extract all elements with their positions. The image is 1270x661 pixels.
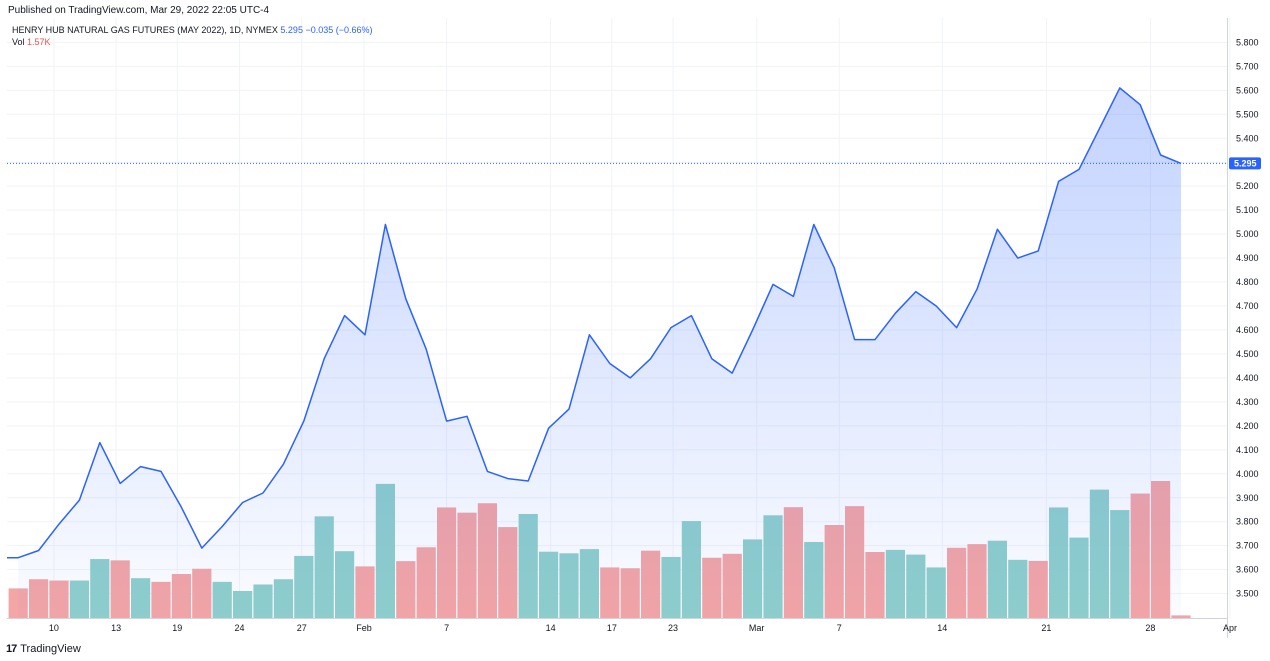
price-tick-label: 4.700 [1236, 301, 1259, 311]
price-tick-label: 4.800 [1236, 277, 1259, 287]
price-line[interactable] [7, 87, 1182, 559]
time-tick-label: 28 [1145, 623, 1155, 633]
last-price: 5.295 [280, 25, 303, 35]
price-tick-label: 5.000 [1236, 229, 1259, 239]
footer-branding[interactable]: 17 TradingView [6, 643, 81, 655]
price-tick-label: 5.400 [1236, 133, 1259, 143]
price-tick-label: 4.300 [1236, 397, 1259, 407]
time-tick-label: Feb [356, 623, 372, 633]
price-axis[interactable]: 5.8005.7005.6005.5005.4005.3005.2005.100… [1227, 18, 1262, 638]
price-tick-label: 4.200 [1236, 421, 1259, 431]
price-tick-label: 3.900 [1236, 493, 1259, 503]
time-tick-label: 21 [1041, 623, 1051, 633]
time-axis[interactable]: 10 13 19 24 27 Feb 7 14 17 23 Mar 7 14 21 28 Apr [7, 618, 1237, 634]
price-tick-label: 5.600 [1236, 85, 1259, 95]
tradingview-logo-icon: 17 [6, 643, 17, 655]
price-area [7, 87, 1227, 618]
price-tick-label: 5.100 [1236, 205, 1259, 215]
volume-value: 1.57K [27, 37, 51, 47]
time-tick-label: 19 [172, 623, 182, 633]
price-area-fill [18, 87, 1182, 618]
time-tick-label: Apr [1223, 623, 1237, 633]
price-tick-label: 4.500 [1236, 349, 1259, 359]
price-tick-label: 5.800 [1236, 37, 1259, 47]
published-caption: Published on TradingView.com, Mar 29, 20… [8, 5, 270, 16]
price-tick-label: 5.200 [1236, 181, 1259, 191]
time-tick-label: 7 [837, 623, 842, 633]
price-tick-label: 4.000 [1236, 469, 1259, 479]
time-tick-label: 7 [444, 623, 449, 633]
price-tick-label: 4.400 [1236, 373, 1259, 383]
volume-label: Vol [12, 37, 25, 47]
price-tick-label: 3.800 [1236, 517, 1259, 527]
price-tick-label: 4.900 [1236, 253, 1259, 263]
price-tick-label: 3.600 [1236, 565, 1259, 575]
price-tick-label: 4.600 [1236, 325, 1259, 335]
time-tick-label: 27 [297, 623, 307, 633]
tradingview-brand: TradingView [20, 643, 81, 655]
price-change: −0.035 (−0.66%) [305, 25, 373, 35]
price-tick-label: 5.500 [1236, 109, 1259, 119]
price-tick-label: 3.700 [1236, 541, 1259, 551]
volume-row[interactable]: Vol 1.57K [12, 36, 373, 48]
time-tick-label: 17 [607, 623, 617, 633]
last-price-tag-label: 5.295 [1234, 158, 1257, 168]
last-price-tag [1229, 157, 1261, 170]
price-chart[interactable]: 5.8005.7005.6005.5005.4005.3005.2005.100… [0, 18, 1270, 638]
time-tick-label: 13 [111, 623, 121, 633]
symbol-row[interactable]: HENRY HUB NATURAL GAS FUTURES (MAY 2022)… [12, 24, 373, 36]
time-tick-label: Mar [749, 623, 765, 633]
symbol-title[interactable]: HENRY HUB NATURAL GAS FUTURES (MAY 2022)… [12, 25, 278, 35]
time-tick-label: 10 [49, 623, 59, 633]
chart-legend: HENRY HUB NATURAL GAS FUTURES (MAY 2022)… [12, 24, 373, 48]
time-tick-label: 14 [546, 623, 556, 633]
time-tick-label: 23 [668, 623, 678, 633]
time-tick-label: 24 [235, 623, 245, 633]
price-tick-label: 4.100 [1236, 445, 1259, 455]
price-tick-label: 5.700 [1236, 61, 1259, 71]
price-tick-label: 3.500 [1236, 589, 1259, 599]
time-tick-label: 14 [937, 623, 947, 633]
